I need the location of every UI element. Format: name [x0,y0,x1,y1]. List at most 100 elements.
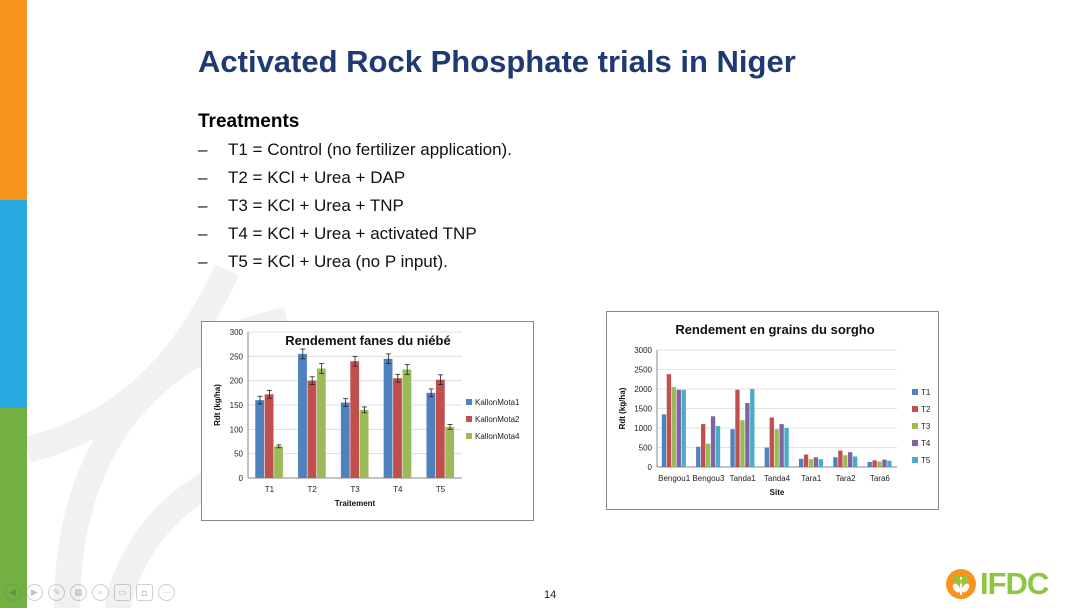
bar [843,455,848,467]
bar [435,379,445,478]
treatment-text: T5 = KCl + Urea (no P input). [228,252,448,271]
bar [808,459,814,467]
x-tick-label: Tara1 [801,474,822,483]
dash-bullet: – [198,252,208,271]
treatments-heading: Treatments [198,111,300,132]
bar [848,452,853,467]
bar [426,392,436,478]
previous-slide-icon[interactable]: ◀ [4,584,21,601]
y-axis-label: Rdt (kg/ha) [213,384,222,426]
logo-text: IFDC [980,566,1049,601]
chart-cowpea-fodder-yield: 0 50 100 150 200 250 300 T1 T2 T3 T4 T5 Rendement fa… [201,321,534,521]
bar [852,456,858,467]
y-tick-label: 500 [639,444,653,453]
bar [764,447,769,467]
bar [813,457,819,467]
y-tick-label: 0 [648,463,653,472]
bar [661,414,667,467]
y-tick-label: 0 [239,474,244,483]
dash-bullet: – [198,224,208,243]
bar [784,428,789,467]
bar [769,417,774,467]
bar [359,409,369,478]
x-tick-label: Tara2 [836,474,857,483]
x-tick-label: Tara6 [870,474,891,483]
bar [671,387,677,467]
bar [710,416,716,467]
y-tick-label: 1000 [634,424,652,433]
bar [838,450,843,467]
more-options-icon[interactable]: ⋯ [158,584,175,601]
accent-stripe-green [0,408,27,608]
bar [264,394,274,478]
treatment-item: – T1 = Control (no fertilizer application… [198,140,512,168]
page-number: 14 [544,589,557,601]
chart-title: Rendement fanes du niébé [285,333,450,348]
bar [298,353,307,478]
bar [274,446,283,478]
bar [779,424,784,467]
bar [774,429,779,467]
bar [255,400,265,478]
treatment-item: – T4 = KCl + Urea + activated TNP [198,224,512,252]
chart-sorghum-svg: 0 500 1000 1500 2000 2500 3000 Bengou1 Bengou3 Ta… [618,322,931,497]
treatment-item: – T3 = KCl + Urea + TNP [198,196,512,224]
accent-stripe-orange [0,0,27,200]
treatment-list: – T1 = Control (no fertilizer application… [198,140,512,280]
zoom-icon[interactable]: ⌕ [92,584,109,601]
bar [745,403,750,467]
next-slide-icon[interactable]: ▶ [26,584,43,601]
bar [740,420,745,467]
camera-icon[interactable]: ◘ [136,584,153,601]
x-tick-label: T3 [350,485,360,494]
accent-stripe-blue [0,200,27,408]
ifdc-logo: IFDC [945,566,1049,602]
legend-swatch [466,416,472,422]
bar [383,358,393,478]
bar [877,461,882,467]
y-axis-label: Rdt (kg/ha) [618,387,627,429]
treatment-item: – T5 = KCl + Urea (no P input). [198,252,512,280]
bar [818,459,824,467]
subtitles-icon[interactable]: ▭ [114,584,131,601]
chart-sorghum-grain-yield: 0 500 1000 1500 2000 2500 3000 Bengou1 Bengou3 Ta… [606,311,939,510]
dash-bullet: – [198,140,208,159]
bar [340,402,350,478]
bar [666,374,672,467]
y-tick-label: 200 [230,377,244,386]
legend-label: KallonMota2 [475,415,520,424]
treatment-text: T1 = Control (no fertilizer application)… [228,140,512,159]
legend-swatch [912,457,918,463]
bar [803,454,809,467]
x-tick-label: T5 [436,485,446,494]
treatment-text: T2 = KCl + Urea + DAP [228,168,406,187]
legend-swatch [466,433,472,439]
y-tick-label: 50 [234,450,243,459]
dash-bullet: – [198,196,208,215]
x-tick-label: Bengou3 [692,474,725,483]
bar [750,389,755,467]
bar [316,368,326,478]
x-tick-label: Bengou1 [658,474,691,483]
bar [872,460,877,467]
legend-swatch [912,406,918,412]
legend-label: T2 [921,405,931,414]
bar [696,446,701,467]
slide-title: Activated Rock Phosphate trials in Niger [198,44,796,79]
y-tick-label: 2500 [634,366,652,375]
wheat-logo-icon [946,569,976,599]
bar [676,389,681,467]
legend-label: T5 [921,456,931,465]
bar [350,361,360,478]
x-tick-label: Tanda1 [730,474,757,483]
y-tick-label: 3000 [634,346,652,355]
bar [445,426,455,478]
bar [882,459,887,467]
bar [867,461,872,467]
chart-cowpea-svg: 0 50 100 150 200 250 300 T1 T2 T3 T4 T5 Rendement fa… [213,328,520,508]
chart-title: Rendement en grains du sorgho [675,322,874,337]
legend-swatch [912,423,918,429]
slides-grid-icon[interactable]: ▦ [70,584,87,601]
bar [730,429,735,467]
pen-icon[interactable]: ✎ [48,584,65,601]
